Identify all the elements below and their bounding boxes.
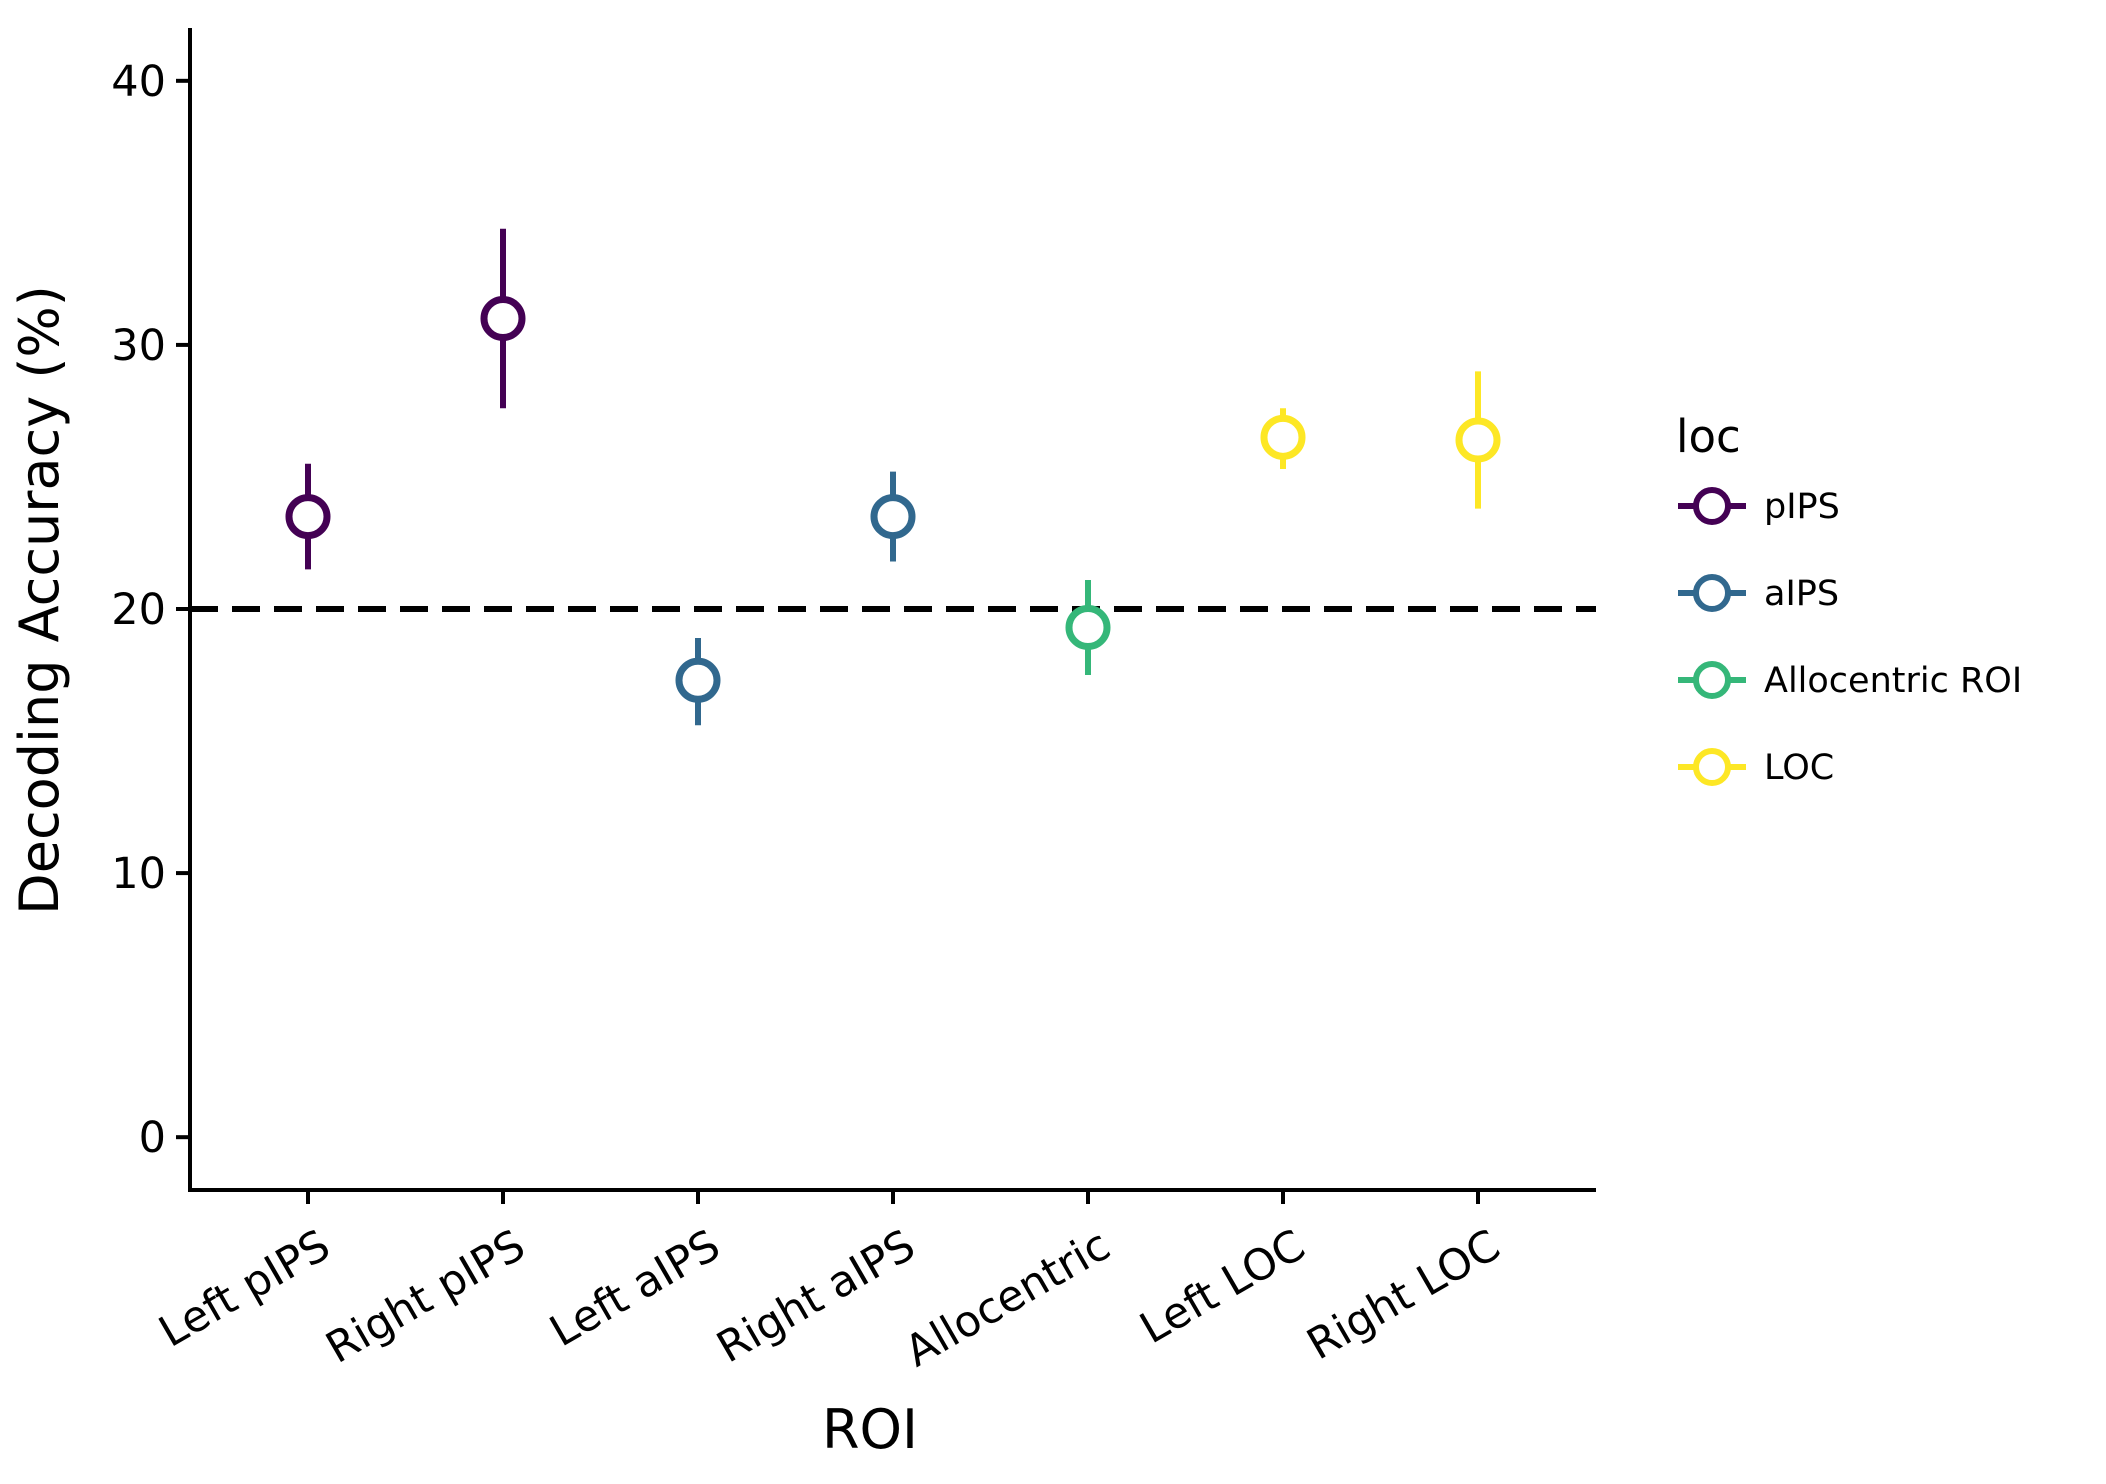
y-tick-label: 20 [111, 585, 166, 635]
x-tick-label: Right pIPS [318, 1220, 534, 1373]
data-point [870, 494, 916, 540]
legend-marker [1693, 574, 1731, 612]
legend-marker [1693, 748, 1731, 786]
data-point [1455, 417, 1501, 463]
y-tick-label: 0 [139, 1113, 166, 1163]
legend-item: LOC [1678, 748, 1834, 788]
plot-area [190, 228, 1596, 726]
y-axis-title: Decoding Accuracy (%) [8, 285, 71, 915]
y-tick-label: 30 [111, 321, 166, 371]
y-tick-label: 40 [111, 57, 166, 107]
legend-label: LOC [1764, 748, 1834, 788]
legend-label: pIPS [1764, 487, 1840, 527]
legend-marker [1693, 487, 1731, 525]
legend-item: Allocentric ROI [1678, 661, 2022, 701]
x-tick-label: Left aIPS [542, 1220, 729, 1357]
legend-item: pIPS [1678, 487, 1840, 527]
x-tick-label: Left pIPS [151, 1220, 339, 1357]
x-tick-label: Right LOC [1299, 1220, 1509, 1370]
data-point [480, 296, 526, 341]
x-axis-title: ROI [822, 1398, 918, 1461]
legend-label: aIPS [1764, 574, 1839, 614]
legend-marker [1693, 661, 1731, 699]
x-tick-label: Allocentric [897, 1220, 1119, 1377]
y-tick-label: 10 [111, 849, 166, 899]
x-tick-label: Right aIPS [709, 1220, 924, 1373]
x-tick-label: Left LOC [1132, 1220, 1314, 1354]
data-point [285, 494, 331, 540]
data-point [1065, 604, 1111, 650]
legend-title: loc [1676, 410, 1741, 463]
legend-item: aIPS [1678, 574, 1839, 614]
data-point [1260, 414, 1306, 460]
data-point [675, 657, 721, 703]
legend-label: Allocentric ROI [1764, 661, 2022, 701]
